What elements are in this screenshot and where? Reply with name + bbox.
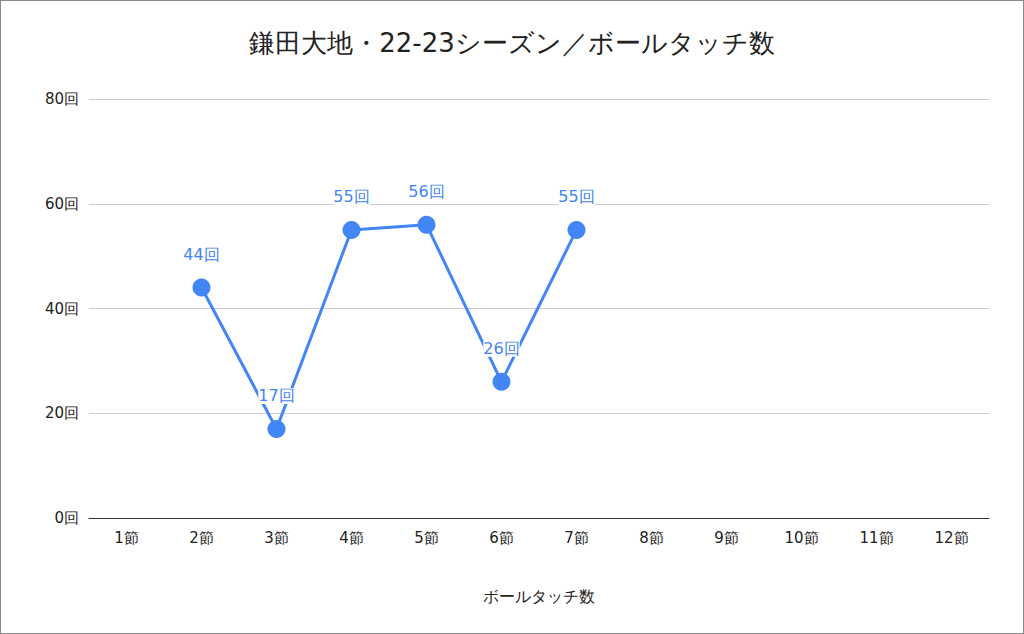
svg-text:12節: 12節: [934, 529, 968, 547]
svg-text:26回: 26回: [483, 339, 519, 358]
svg-text:56回: 56回: [408, 182, 444, 201]
svg-text:ボールタッチ数: ボールタッチ数: [483, 587, 595, 606]
svg-text:17回: 17回: [258, 386, 294, 405]
svg-text:9節: 9節: [714, 529, 739, 547]
svg-text:10節: 10節: [784, 529, 818, 547]
svg-text:鎌田大地・22-23シーズン／ボールタッチ数: 鎌田大地・22-23シーズン／ボールタッチ数: [249, 28, 775, 58]
svg-text:1節: 1節: [114, 529, 139, 547]
svg-text:44回: 44回: [183, 245, 219, 264]
svg-text:7節: 7節: [564, 529, 589, 547]
svg-text:11節: 11節: [859, 529, 893, 547]
svg-text:80回: 80回: [45, 90, 79, 108]
svg-text:6節: 6節: [489, 529, 514, 547]
svg-text:55回: 55回: [558, 187, 594, 206]
svg-text:40回: 40回: [45, 300, 79, 318]
svg-text:4節: 4節: [339, 529, 364, 547]
svg-text:5節: 5節: [414, 529, 439, 547]
svg-text:60回: 60回: [45, 195, 79, 213]
svg-text:2節: 2節: [189, 529, 214, 547]
svg-text:20回: 20回: [45, 404, 79, 422]
svg-text:0回: 0回: [54, 509, 79, 527]
svg-text:3節: 3節: [264, 529, 289, 547]
svg-text:8節: 8節: [639, 529, 664, 547]
svg-text:55回: 55回: [333, 187, 369, 206]
